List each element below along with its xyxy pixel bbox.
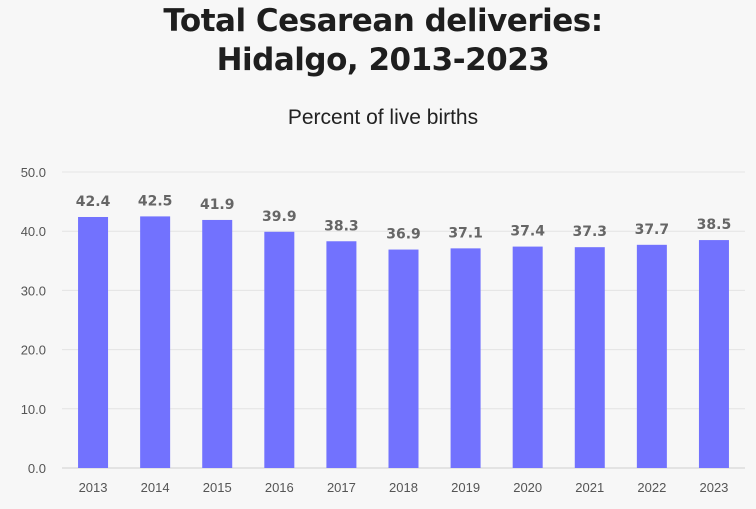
bar	[78, 216, 109, 468]
x-tick-label: 2019	[451, 480, 480, 495]
data-label: 42.4	[76, 194, 111, 210]
x-tick-label: 2020	[513, 480, 542, 495]
x-tick-label: 2023	[699, 480, 728, 495]
chart-subtitle: Percent of live births	[287, 106, 479, 129]
data-label: 41.9	[200, 197, 235, 213]
bar	[140, 216, 171, 468]
bar	[388, 249, 419, 468]
bar	[326, 241, 357, 468]
data-label: 38.5	[697, 217, 732, 233]
x-tick-label: 2018	[389, 480, 418, 495]
x-tick-label: 2021	[575, 480, 604, 495]
title-line-2: Hidalgo, 2013-2023	[216, 42, 550, 78]
x-tick-label: 2016	[265, 480, 294, 495]
title-line-1: Total Cesarean deliveries:	[163, 3, 603, 39]
x-tick-label: 2022	[637, 480, 666, 495]
data-label: 37.7	[635, 222, 670, 238]
x-tick-label: 2014	[141, 480, 170, 495]
data-label: 37.4	[510, 224, 545, 240]
y-tick-label: 0.0	[28, 461, 46, 476]
bar	[698, 240, 729, 468]
y-tick-label: 10.0	[21, 402, 46, 417]
bar	[202, 219, 233, 468]
y-tick-label: 50.0	[21, 165, 46, 180]
x-tick-label: 2013	[79, 480, 108, 495]
data-label: 38.3	[324, 218, 359, 234]
data-label: 42.5	[138, 193, 173, 209]
y-tick-label: 20.0	[21, 343, 46, 358]
data-label: 37.3	[572, 224, 607, 240]
y-tick-label: 40.0	[21, 224, 46, 239]
chart-title: Total Cesarean deliveries: Hidalgo, 2013…	[0, 2, 756, 80]
bar	[636, 244, 667, 468]
y-tick-label: 30.0	[21, 283, 46, 298]
bar	[574, 247, 605, 468]
data-label: 37.1	[448, 225, 483, 241]
data-label: 39.9	[262, 209, 297, 225]
bar	[264, 231, 295, 468]
data-label: 36.9	[386, 227, 421, 243]
x-tick-label: 2015	[203, 480, 232, 495]
bar	[512, 246, 543, 468]
bar	[450, 248, 481, 468]
x-tick-label: 2017	[327, 480, 356, 495]
